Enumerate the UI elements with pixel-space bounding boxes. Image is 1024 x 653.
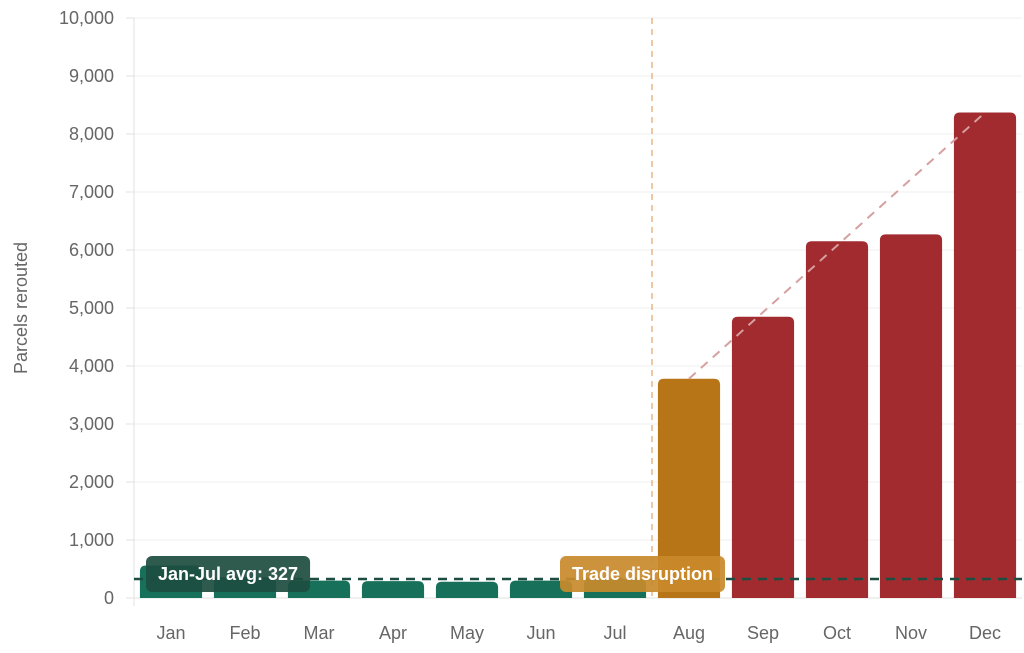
y-tick-label-9-000: 9,000: [69, 66, 114, 86]
gridlines: [134, 17, 1022, 541]
event-label: Trade disruption: [560, 556, 726, 593]
y-tick-label-4-000: 4,000: [69, 356, 114, 376]
y-tick-label-7-000: 7,000: [69, 182, 114, 202]
trend-line: [688, 111, 986, 380]
y-axis-title: Parcels rerouted: [11, 242, 31, 374]
bars: [139, 112, 1017, 599]
x-tick-label-feb: Feb: [229, 623, 260, 643]
y-tick-label-5-000: 5,000: [69, 298, 114, 318]
bar-apr: [361, 581, 425, 598]
x-tick-label-jan: Jan: [156, 623, 185, 643]
x-tick-label-apr: Apr: [379, 623, 407, 643]
bar-may: [435, 581, 499, 598]
x-tick-label-mar: Mar: [304, 623, 335, 643]
y-tick-label-1-000: 1,000: [69, 530, 114, 550]
y-tick-label-2-000: 2,000: [69, 472, 114, 492]
x-tick-label-dec: Dec: [969, 623, 1001, 643]
bar-nov: [879, 234, 943, 598]
x-tick-label-nov: Nov: [895, 623, 927, 643]
y-tick-label-3-000: 3,000: [69, 414, 114, 434]
event-label-background: [560, 556, 726, 593]
average-label-text: Jan-Jul avg: 327: [158, 564, 298, 584]
bar-dec: [953, 112, 1017, 598]
y-tick-label-6-000: 6,000: [69, 240, 114, 260]
x-tick-label-jun: Jun: [526, 623, 555, 643]
bar-oct: [805, 241, 869, 599]
average-label: Jan-Jul avg: 327: [146, 556, 311, 593]
bar-jun: [509, 580, 573, 598]
bar-aug: [657, 378, 721, 598]
x-tick-label-sep: Sep: [747, 623, 779, 643]
average-label-background: [146, 556, 311, 593]
x-tick-label-may: May: [450, 623, 484, 643]
x-tick-label-jul: Jul: [603, 623, 626, 643]
y-tick-label-10-000: 10,000: [59, 8, 114, 28]
y-tick-label-0: 0: [104, 588, 114, 608]
x-axis-ticks: Jan Feb Mar Apr May Jun Jul Aug Sep Oct Nov Dec: [156, 623, 1001, 643]
y-tick-label-8-000: 8,000: [69, 124, 114, 144]
x-tick-label-oct: Oct: [823, 623, 851, 643]
event-label-text: Trade disruption: [572, 564, 713, 584]
x-tick-label-aug: Aug: [673, 623, 705, 643]
y-axis-ticks: 0 1,000 2,000 3,000 4,000 5,000 6,000 7,000 8,00…: [59, 8, 134, 608]
bar-sep: [731, 316, 795, 598]
